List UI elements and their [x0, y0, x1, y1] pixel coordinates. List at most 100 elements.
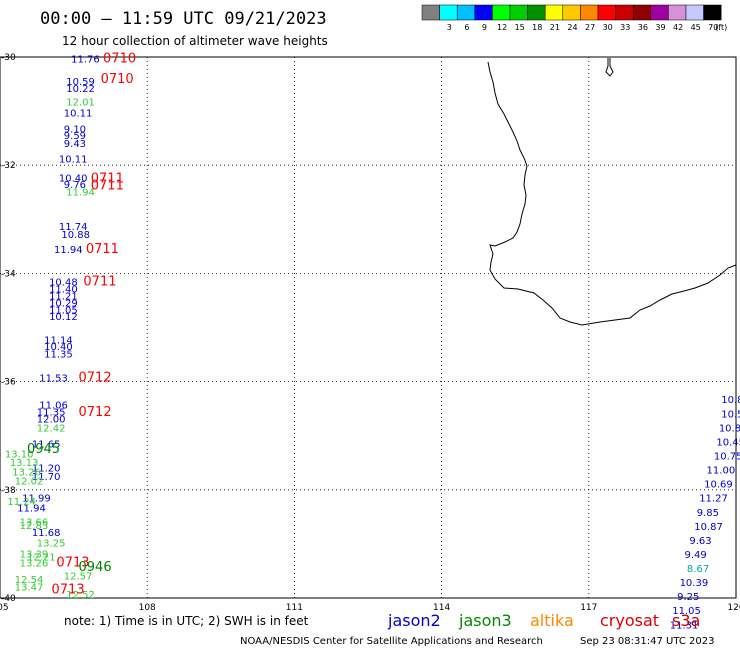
lat-tick-label: -40: [1, 594, 16, 604]
legend-swatch: [650, 4, 669, 21]
legend-swatch: [544, 4, 564, 21]
wave-height-value: 10.29: [49, 298, 78, 309]
wave-height-value: 10.83: [721, 395, 740, 406]
lat-tick-label: -34: [1, 269, 16, 279]
wave-height-value: 10.48: [49, 277, 78, 288]
pass-time-label: 0711: [91, 179, 124, 194]
wave-height-value: 13.26: [12, 468, 41, 479]
pass-time-label: 0713: [52, 583, 85, 598]
wave-height-value: 11.05: [49, 305, 78, 316]
wave-height-value: 11.14: [44, 336, 73, 347]
wave-height-value: 11.94: [17, 503, 46, 514]
lat-tick-label: -32: [1, 161, 16, 171]
wave-height-value: 12.54: [15, 575, 44, 586]
wave-height-value: 10.59: [66, 77, 95, 88]
legend-bin-label: 18: [532, 23, 542, 32]
wave-height-value: 12.52: [66, 590, 95, 601]
legend-bin-label: 24: [567, 23, 577, 32]
map-title: 00:00 – 11:59 UTC 09/21/2023: [40, 9, 327, 29]
wave-height-value: 12.00: [37, 415, 66, 426]
pass-time-label: 0945: [27, 442, 60, 457]
legend-swatch: [597, 4, 616, 21]
wave-height-value: 13.47: [15, 582, 44, 593]
wave-height-value: 9.43: [64, 139, 86, 150]
wave-height-value: 11.35: [44, 349, 73, 360]
legend-swatch: [580, 4, 599, 21]
legend-bin-label: 21: [550, 23, 560, 32]
wave-height-value: 9.76: [64, 180, 86, 191]
pass-time-label: 0711: [86, 242, 119, 257]
wave-height-value: 11.21: [49, 291, 78, 302]
wave-height-value: 8.67: [687, 564, 709, 575]
wave-height-value: 12.01: [66, 98, 95, 109]
legend-bin-label: 70: [708, 23, 718, 32]
wave-height-value: 11.40: [49, 284, 78, 295]
wave-height-value: 10.75: [714, 452, 740, 463]
legend-bin-label: 42: [673, 23, 683, 32]
swh-color-legend: 3 6 9 12 15 18 21 24 27 30 33 36 39 42 45 70(ft): [421, 4, 727, 32]
lat-lon-grid: 105 108 111 114 117 120 -30 -32 -34 -36 -38 -40: [0, 53, 740, 613]
wave-height-value: 13.26: [20, 559, 49, 570]
legend-swatch: [703, 4, 722, 21]
satellite-legend-s3a: s3a: [672, 611, 700, 630]
legend-swatch: [509, 4, 528, 21]
footer-credit: NOAA/NESDIS Center for Satellite Applica…: [240, 636, 543, 647]
legend-swatch: [439, 4, 458, 21]
map-subtitle: 12 hour collection of altimeter wave hei…: [62, 34, 328, 48]
wave-height-value: 10.45: [716, 437, 740, 448]
wave-height-value: 10.39: [680, 578, 709, 589]
footer-timestamp: Sep 23 08:31:47 UTC 2023: [580, 636, 714, 647]
wave-height-value: 12.83: [20, 521, 49, 532]
pass-time-label: 0712: [79, 371, 112, 386]
wave-height-value: 13.39: [20, 549, 49, 560]
footer-note: note: 1) Time is in UTC; 2) SWH is in fe…: [64, 614, 309, 628]
lon-tick-label: 111: [286, 603, 303, 613]
wave-height-value: 12.57: [64, 572, 93, 583]
legend-swatch: [474, 4, 493, 21]
pass-time-label: 0946: [79, 560, 112, 575]
wave-height-value: 9.10: [64, 125, 86, 136]
pass-time-label: 0712: [79, 405, 112, 420]
plot-frame: [0, 56, 737, 599]
pass-time-label: 0713: [56, 556, 89, 571]
lat-tick-label: -36: [1, 378, 16, 388]
pass-time-label: 0710: [101, 72, 134, 87]
wave-height-value: 11.94: [66, 187, 95, 198]
wave-height-value: 11.76: [71, 54, 100, 65]
wave-height-value: 11.68: [32, 528, 61, 539]
wave-height-value: 11.31: [670, 620, 699, 631]
wave-height-value: 11.99: [22, 494, 51, 505]
legend-bin-label: 45: [691, 23, 701, 32]
wave-height-value: 11.74: [59, 222, 88, 233]
legend-swatch: [456, 4, 476, 21]
legend-bin-label: 9: [482, 23, 487, 32]
lon-tick-label: 105: [0, 603, 9, 613]
wave-height-value: 9.49: [684, 550, 706, 561]
wave-height-value: 11.20: [32, 463, 61, 474]
wave-height-value: 9.59: [64, 131, 86, 142]
satellite-legend-cryosat: cryosat: [600, 611, 659, 630]
wave-height-value: 11.27: [699, 494, 728, 505]
legend-bin-label: 39: [655, 23, 665, 32]
lon-tick-label: 114: [433, 603, 450, 613]
wave-height-value: 11.65: [32, 440, 61, 451]
pass-time-label: 0710: [103, 51, 136, 66]
island-outline: [605, 58, 614, 77]
wave-height-value: 13.10: [5, 449, 34, 460]
pass-time-labels: 0710071007110711071107110712071209450713…: [27, 51, 136, 597]
legend-swatch: [685, 4, 704, 21]
lat-tick-label: -38: [1, 486, 16, 496]
legend-swatch: [492, 4, 511, 21]
satellite-legend-jason2: jason2: [387, 611, 441, 630]
wave-height-value: 10.55: [721, 409, 740, 420]
australia-coastline: [487, 61, 737, 326]
wave-height-value: 13.66: [20, 518, 49, 529]
wave-height-value: 10.88: [61, 230, 90, 241]
wave-height-value: 10.22: [66, 84, 95, 95]
legend-swatch: [421, 4, 440, 21]
pass-time-label: 0711: [83, 274, 116, 289]
wave-height-value: 9.63: [689, 536, 711, 547]
legend-swatch: [615, 4, 634, 21]
